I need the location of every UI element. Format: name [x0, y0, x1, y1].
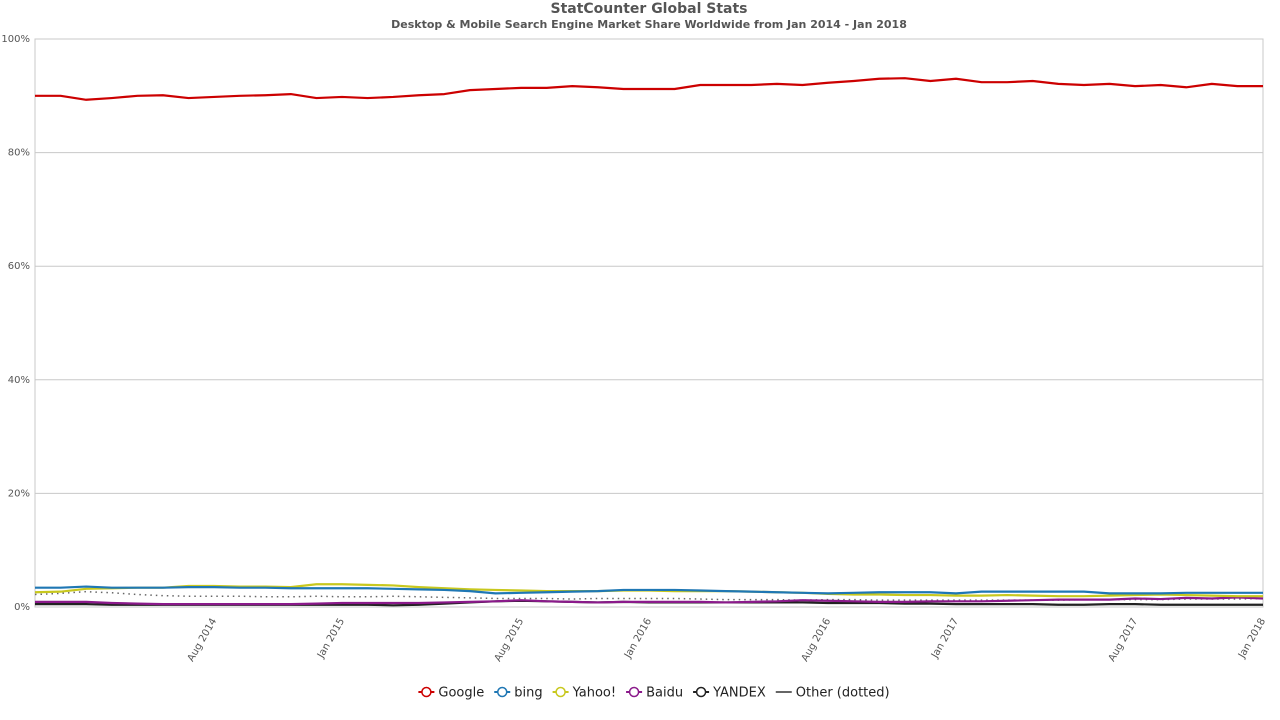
- x-tick-label: Jan 2015: [315, 617, 347, 662]
- x-tick-label: Aug 2017: [1107, 617, 1141, 664]
- legend-label: bing: [514, 686, 542, 701]
- y-tick-label: 40%: [8, 375, 30, 386]
- legend-label: Google: [438, 686, 484, 701]
- legend-label: Other (dotted): [796, 686, 890, 701]
- plot-border: [34, 38, 1264, 608]
- x-tick-label: Jan 2018: [1236, 617, 1268, 662]
- legend-marker: [555, 686, 566, 698]
- chart-title: StatCounter Global Stats: [550, 1, 747, 17]
- y-tick-label: 20%: [8, 488, 30, 499]
- legend-label: Yahoo!: [572, 686, 616, 701]
- x-tick-label: Aug 2015: [493, 617, 527, 664]
- x-tick-label: Jan 2017: [929, 617, 961, 662]
- series-line: [35, 77, 1263, 101]
- legend-marker: [695, 686, 707, 698]
- y-tick-label: 60%: [8, 261, 30, 272]
- chart-subtitle: Desktop & Mobile Search Engine Market Sh…: [391, 18, 907, 31]
- x-tick-label: Aug 2014: [186, 617, 220, 664]
- series-line: [35, 585, 1263, 595]
- y-tick-label: 80%: [8, 148, 30, 159]
- legend-marker: [421, 686, 432, 698]
- legend-marker: [628, 686, 640, 698]
- y-tick-label: 0%: [14, 602, 30, 613]
- legend-label: Baidu: [646, 686, 683, 701]
- legend: Google bing Yahoo! Baidu YANDEX Other (dotted…: [418, 686, 890, 701]
- x-tick-label: Aug 2016: [800, 617, 834, 664]
- series-line: [35, 596, 1264, 606]
- legend-marker: [496, 686, 508, 698]
- x-tick-label: Jan 2016: [622, 617, 654, 662]
- legend-label: YANDEX: [712, 686, 766, 701]
- y-tick-label: 100%: [1, 34, 30, 45]
